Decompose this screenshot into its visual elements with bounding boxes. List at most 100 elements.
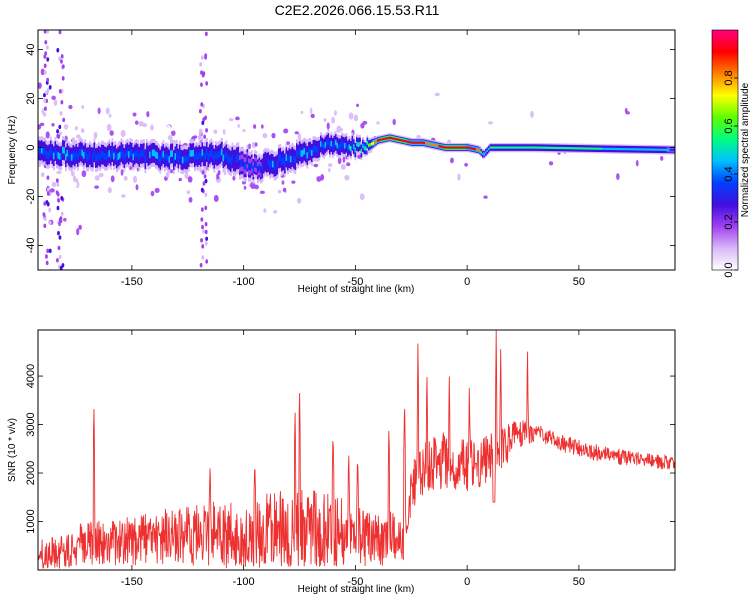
spectrogram-ridge-cell xyxy=(311,149,313,156)
spectrogram-ridge-cell xyxy=(462,146,465,149)
spectrogram-streak-cell xyxy=(43,216,47,221)
spectrogram-ridge-cell xyxy=(560,146,562,150)
spectrogram-ridge-cell xyxy=(50,147,52,154)
spectrogram-streak-cell xyxy=(43,92,46,98)
spectrogram-noise-cell xyxy=(105,107,110,115)
spectrogram-streak-cell xyxy=(201,224,204,230)
spectrogram-ridge-cell xyxy=(336,142,339,149)
spectrogram-ridge-cell xyxy=(179,151,181,158)
spectrogram-x-tick-label: 0 xyxy=(464,276,470,288)
spectrogram-streak-cell xyxy=(200,70,203,75)
spectrogram-noise-cell xyxy=(213,194,219,202)
spectrogram-ridge-cell xyxy=(296,149,298,157)
spectrogram-y-ticks: -40 -20 0 20 40 xyxy=(25,43,675,253)
snr-y-ticks: 1000 2000 3000 4000 xyxy=(25,364,675,534)
spectrogram-ridge-cell xyxy=(164,154,166,161)
spectrogram-ridge-cell xyxy=(51,150,54,158)
spectrogram-ridge-cell xyxy=(276,161,279,168)
spectrogram-noise-cell xyxy=(51,95,56,100)
spectrogram-ridge-cell xyxy=(539,146,541,149)
spectrogram-ridge-cell xyxy=(143,149,145,157)
spectrogram-ridge-cell xyxy=(423,141,426,144)
spectrogram-ridge-cell xyxy=(435,144,438,147)
spectrogram-ridge-cell xyxy=(396,138,399,141)
colorbar-tick-label: 0.8 xyxy=(723,70,735,85)
spectrogram-ridge-cell xyxy=(263,160,265,167)
spectrogram-ridge-cell xyxy=(234,156,237,165)
spectrogram-ridge-cell xyxy=(645,148,648,151)
spectrogram-noise-cell xyxy=(671,175,675,179)
spectrogram-streak-cell xyxy=(203,174,207,179)
spectrogram-noise-cell xyxy=(242,128,246,133)
spectrogram-ridge-cell xyxy=(654,148,657,151)
spectrogram-ridge-cell xyxy=(662,148,664,151)
spectrogram-ridge-cell xyxy=(426,142,429,145)
spectrogram-ridge-cell xyxy=(371,142,373,146)
spectrogram-noise-cell xyxy=(309,107,313,115)
spectrogram-noise-cell xyxy=(120,194,126,198)
spectrogram-ridge-cell xyxy=(138,153,141,161)
snr-panel: -150 -100 -50 0 50 1000 2000 3000 4000 Height o… xyxy=(7,329,676,595)
spectrogram-ridge-cell xyxy=(59,153,61,160)
spectrogram-streak-cell xyxy=(58,124,62,130)
snr-y-tick-label: 2000 xyxy=(25,461,37,485)
spectrogram-noise-cell xyxy=(197,134,203,139)
spectrogram-ridge-cell xyxy=(399,138,402,142)
spectrogram-ridge-cell xyxy=(551,146,553,149)
spectrogram-ridge-cell xyxy=(153,149,156,157)
spectrogram-ridge-cell xyxy=(650,148,652,151)
spectrogram-noise-cell xyxy=(38,124,42,130)
spectrogram-ridge-cell xyxy=(495,146,498,149)
spectrogram-ridge-cell xyxy=(351,140,354,146)
spectrogram-ridge-cell xyxy=(125,151,127,158)
spectrogram-ridge-cell xyxy=(245,161,247,170)
spectrogram-ridge-cell xyxy=(576,147,579,150)
spectrogram-ridge-cell xyxy=(255,161,258,169)
spectrogram-ridge-cell xyxy=(278,155,280,162)
spectrogram-noise-cell xyxy=(120,129,126,138)
spectrogram-streak-cell xyxy=(45,260,49,266)
spectrogram-ridge-cell xyxy=(99,153,102,161)
spectrogram-ridge-cell xyxy=(111,148,114,156)
spectrogram-ridge-cell xyxy=(324,142,327,148)
spectrogram-noise-cell xyxy=(150,124,154,131)
spectrogram-ridge-cell xyxy=(182,156,184,164)
spectrogram-ridge-cell xyxy=(567,147,570,150)
spectrogram-ridge-cell xyxy=(147,152,150,160)
spectrogram-noise-cell xyxy=(487,121,494,125)
spectrogram-ridge-cell xyxy=(155,151,157,159)
spectrogram-noise-cell xyxy=(51,181,57,188)
spectrogram-ridge-cell xyxy=(467,146,469,149)
spectrogram-noise-cell xyxy=(135,120,139,125)
spectrogram-ridge-cell xyxy=(275,162,277,170)
spectrogram-ridge-cell xyxy=(390,137,393,140)
spectrogram-ridge-cell xyxy=(614,147,616,151)
spectrogram-streak-cell xyxy=(43,30,47,34)
spectrogram-ridge-cell xyxy=(465,146,468,149)
spectrogram-ridge-cell xyxy=(233,156,235,165)
spectrogram-noise-cell xyxy=(327,168,331,173)
spectrogram-ridge-cell xyxy=(629,148,631,151)
spectrogram-ridge-cell xyxy=(303,148,306,155)
spectrogram-ridge-cell xyxy=(200,153,202,160)
spectrogram-noise-cell xyxy=(305,183,310,190)
spectrogram-ridge-cell xyxy=(323,144,325,150)
spectrogram-ridge-cell xyxy=(393,137,396,140)
spectrogram-streak-cell xyxy=(61,76,65,81)
spectrogram-noise-cell xyxy=(450,157,454,164)
spectrogram-ridge-cell xyxy=(464,146,466,149)
spectrogram-ridge-cell xyxy=(671,148,673,152)
spectrogram-ridge-cell xyxy=(428,142,430,145)
spectrogram-ridge-cell xyxy=(168,156,171,163)
spectrogram-ridge-cell xyxy=(368,143,370,148)
spectrogram-noise-cell xyxy=(232,175,236,181)
spectrogram-ridge-cell xyxy=(42,148,45,156)
spectrogram-ridge-cell xyxy=(543,146,546,149)
spectrogram-ridge-cell xyxy=(546,146,549,149)
spectrogram-streak-cell xyxy=(46,191,50,196)
spectrogram-ridge-cell xyxy=(365,146,367,151)
spectrogram-noise-cell xyxy=(260,124,264,129)
spectrogram-noise-cell xyxy=(264,141,270,148)
spectrogram-ridge-cell xyxy=(563,146,565,150)
spectrogram-noise-cell xyxy=(392,118,396,126)
